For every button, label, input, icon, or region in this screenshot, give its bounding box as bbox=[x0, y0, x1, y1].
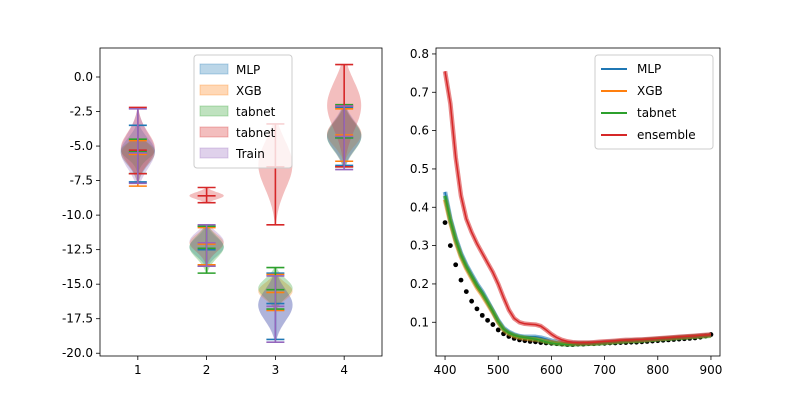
measured-point bbox=[447, 243, 453, 249]
x-tick-label: 700 bbox=[593, 363, 616, 377]
x-tick-label: 800 bbox=[646, 363, 669, 377]
series-line bbox=[444, 71, 712, 344]
legend-swatch bbox=[199, 63, 229, 75]
legend-label: XGB bbox=[236, 84, 262, 98]
measured-point bbox=[469, 298, 475, 304]
legend-swatch bbox=[199, 126, 229, 138]
y-tick-label: 0.0 bbox=[74, 70, 93, 84]
legend-label: tabnet bbox=[236, 126, 276, 140]
measured-point bbox=[458, 277, 464, 283]
legend-label: ensemble bbox=[637, 128, 696, 142]
y-tick-label: 0.3 bbox=[410, 239, 429, 253]
y-tick-label: -10.0 bbox=[62, 208, 93, 222]
measured-point bbox=[474, 306, 480, 312]
violin-legend: MLP XGB tabnet tabnet Train bbox=[193, 54, 293, 169]
y-tick-label: 0.5 bbox=[410, 162, 429, 176]
measured-point bbox=[479, 312, 485, 318]
y-tick-label: -17.5 bbox=[62, 312, 93, 326]
spectrum-legend: MLP XGB tabnet ensemble bbox=[594, 54, 714, 150]
violin-panel: 1 2 3 4 0.0 -2.5 -5.0 -7.5 -10.0 -12.5 -15.0 -17.5 -… bbox=[62, 47, 383, 377]
legend-swatch bbox=[199, 105, 229, 117]
legend-label: Train bbox=[235, 147, 265, 161]
legend-box bbox=[193, 54, 293, 169]
measured-point bbox=[490, 322, 496, 327]
legend-label: MLP bbox=[236, 63, 260, 77]
y-tick-label: 0.6 bbox=[410, 124, 429, 138]
legend-swatch bbox=[199, 147, 229, 159]
x-tick-label: 2 bbox=[203, 363, 211, 377]
spectrum-axes: 400 500 600 700 800 900 0.1 0.2 0.3 0.4 0.5 0.6 0.7 0… bbox=[410, 47, 723, 377]
y-tick-label: -2.5 bbox=[70, 105, 93, 119]
plot-frame bbox=[99, 47, 383, 357]
spectrum-panel: 400 500 600 700 800 900 0.1 0.2 0.3 0.4 0.5 0.6 0.7 0… bbox=[410, 47, 723, 377]
y-tick-label: -5.0 bbox=[70, 139, 93, 153]
x-tick-label: 500 bbox=[487, 363, 510, 377]
x-tick-label: 900 bbox=[700, 363, 723, 377]
spectrum-series bbox=[442, 70, 714, 347]
x-tick-label: 600 bbox=[540, 363, 563, 377]
y-tick-label: 0.1 bbox=[410, 315, 429, 329]
y-tick-label: -12.5 bbox=[62, 243, 93, 257]
legend-label: tabnet bbox=[236, 105, 276, 119]
measured-point bbox=[463, 289, 469, 295]
x-tick-label: 4 bbox=[340, 363, 348, 377]
y-tick-label: 0.8 bbox=[410, 47, 429, 61]
y-tick-label: 0.7 bbox=[410, 85, 429, 99]
measured-point bbox=[453, 262, 459, 268]
y-tick-label: 0.2 bbox=[410, 277, 429, 291]
y-tick-label: 0.4 bbox=[410, 200, 429, 214]
legend-label: tabnet bbox=[637, 106, 677, 120]
x-tick-label: 400 bbox=[434, 363, 457, 377]
y-tick-label: -15.0 bbox=[62, 277, 93, 291]
violin-axes: 1 2 3 4 0.0 -2.5 -5.0 -7.5 -10.0 -12.5 -15.0 -17.5 -… bbox=[62, 47, 383, 377]
legend-box bbox=[594, 54, 714, 150]
measured-point bbox=[495, 327, 501, 333]
measured-point bbox=[485, 317, 490, 323]
y-tick-label: -7.5 bbox=[70, 174, 93, 188]
plot-frame bbox=[435, 47, 721, 357]
x-tick-label: 3 bbox=[272, 363, 280, 377]
legend-label: MLP bbox=[637, 62, 661, 76]
y-tick-label: -20.0 bbox=[62, 346, 93, 360]
measured-point bbox=[442, 220, 448, 226]
legend-label: XGB bbox=[637, 84, 663, 98]
legend-swatch bbox=[199, 84, 229, 96]
x-tick-label: 1 bbox=[134, 363, 142, 377]
